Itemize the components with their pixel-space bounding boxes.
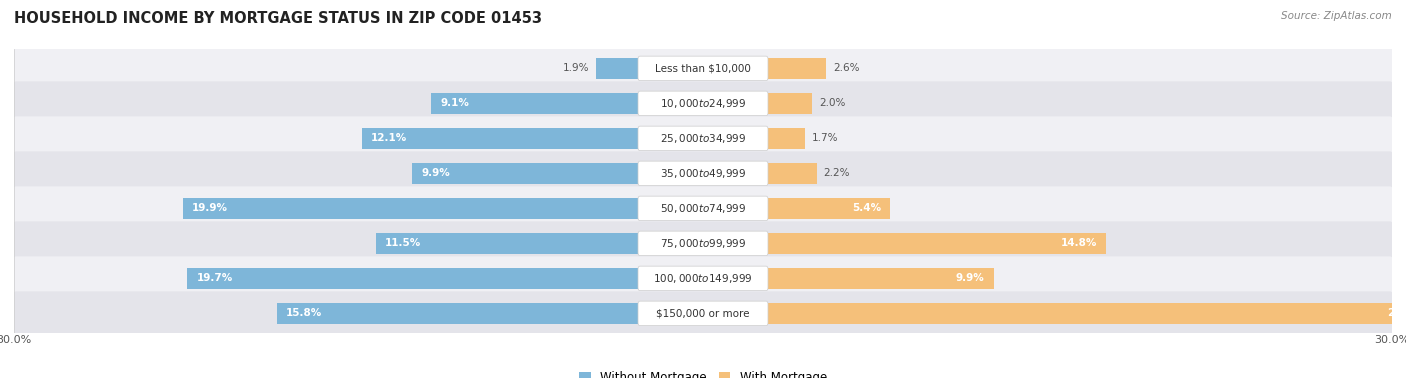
- Bar: [375, 232, 640, 254]
- Bar: [766, 163, 817, 184]
- Text: HOUSEHOLD INCOME BY MORTGAGE STATUS IN ZIP CODE 01453: HOUSEHOLD INCOME BY MORTGAGE STATUS IN Z…: [14, 11, 543, 26]
- FancyBboxPatch shape: [638, 126, 768, 151]
- Text: 2.2%: 2.2%: [824, 168, 851, 178]
- FancyBboxPatch shape: [13, 291, 1393, 335]
- Text: 19.7%: 19.7%: [197, 273, 233, 284]
- Text: $150,000 or more: $150,000 or more: [657, 308, 749, 318]
- Text: 2.0%: 2.0%: [818, 98, 845, 108]
- Text: 2.6%: 2.6%: [832, 64, 859, 73]
- Text: 12.1%: 12.1%: [371, 133, 408, 143]
- Bar: [766, 93, 813, 114]
- Text: 1.9%: 1.9%: [562, 64, 589, 73]
- Bar: [766, 232, 1107, 254]
- Legend: Without Mortgage, With Mortgage: Without Mortgage, With Mortgage: [574, 367, 832, 378]
- Text: 11.5%: 11.5%: [385, 239, 422, 248]
- Text: Less than $10,000: Less than $10,000: [655, 64, 751, 73]
- FancyBboxPatch shape: [638, 301, 768, 325]
- Bar: [412, 163, 640, 184]
- Text: 9.9%: 9.9%: [956, 273, 984, 284]
- Text: $35,000 to $49,999: $35,000 to $49,999: [659, 167, 747, 180]
- Bar: [183, 198, 640, 219]
- FancyBboxPatch shape: [638, 231, 768, 256]
- Bar: [187, 268, 640, 289]
- FancyBboxPatch shape: [13, 256, 1393, 301]
- Text: $75,000 to $99,999: $75,000 to $99,999: [659, 237, 747, 250]
- Bar: [430, 93, 640, 114]
- Text: 14.8%: 14.8%: [1060, 239, 1097, 248]
- Text: $50,000 to $74,999: $50,000 to $74,999: [659, 202, 747, 215]
- Bar: [766, 198, 890, 219]
- FancyBboxPatch shape: [13, 222, 1393, 265]
- Bar: [766, 268, 994, 289]
- FancyBboxPatch shape: [638, 56, 768, 81]
- Bar: [596, 57, 640, 79]
- Bar: [766, 302, 1406, 324]
- Text: 9.1%: 9.1%: [440, 98, 470, 108]
- Text: 15.8%: 15.8%: [287, 308, 322, 318]
- Bar: [277, 302, 640, 324]
- FancyBboxPatch shape: [638, 266, 768, 291]
- Text: Source: ZipAtlas.com: Source: ZipAtlas.com: [1281, 11, 1392, 21]
- Text: $100,000 to $149,999: $100,000 to $149,999: [654, 272, 752, 285]
- FancyBboxPatch shape: [13, 186, 1393, 231]
- Text: 29.0%: 29.0%: [1386, 308, 1406, 318]
- Text: 5.4%: 5.4%: [852, 203, 882, 214]
- Text: 19.9%: 19.9%: [193, 203, 228, 214]
- FancyBboxPatch shape: [638, 161, 768, 186]
- FancyBboxPatch shape: [13, 46, 1393, 90]
- FancyBboxPatch shape: [13, 116, 1393, 160]
- FancyBboxPatch shape: [13, 151, 1393, 195]
- Text: 1.7%: 1.7%: [813, 133, 838, 143]
- Bar: [361, 127, 640, 149]
- Text: $25,000 to $34,999: $25,000 to $34,999: [659, 132, 747, 145]
- FancyBboxPatch shape: [13, 81, 1393, 125]
- Bar: [766, 127, 806, 149]
- FancyBboxPatch shape: [638, 196, 768, 221]
- FancyBboxPatch shape: [638, 91, 768, 116]
- Text: 9.9%: 9.9%: [422, 168, 450, 178]
- Bar: [766, 57, 825, 79]
- Text: $10,000 to $24,999: $10,000 to $24,999: [659, 97, 747, 110]
